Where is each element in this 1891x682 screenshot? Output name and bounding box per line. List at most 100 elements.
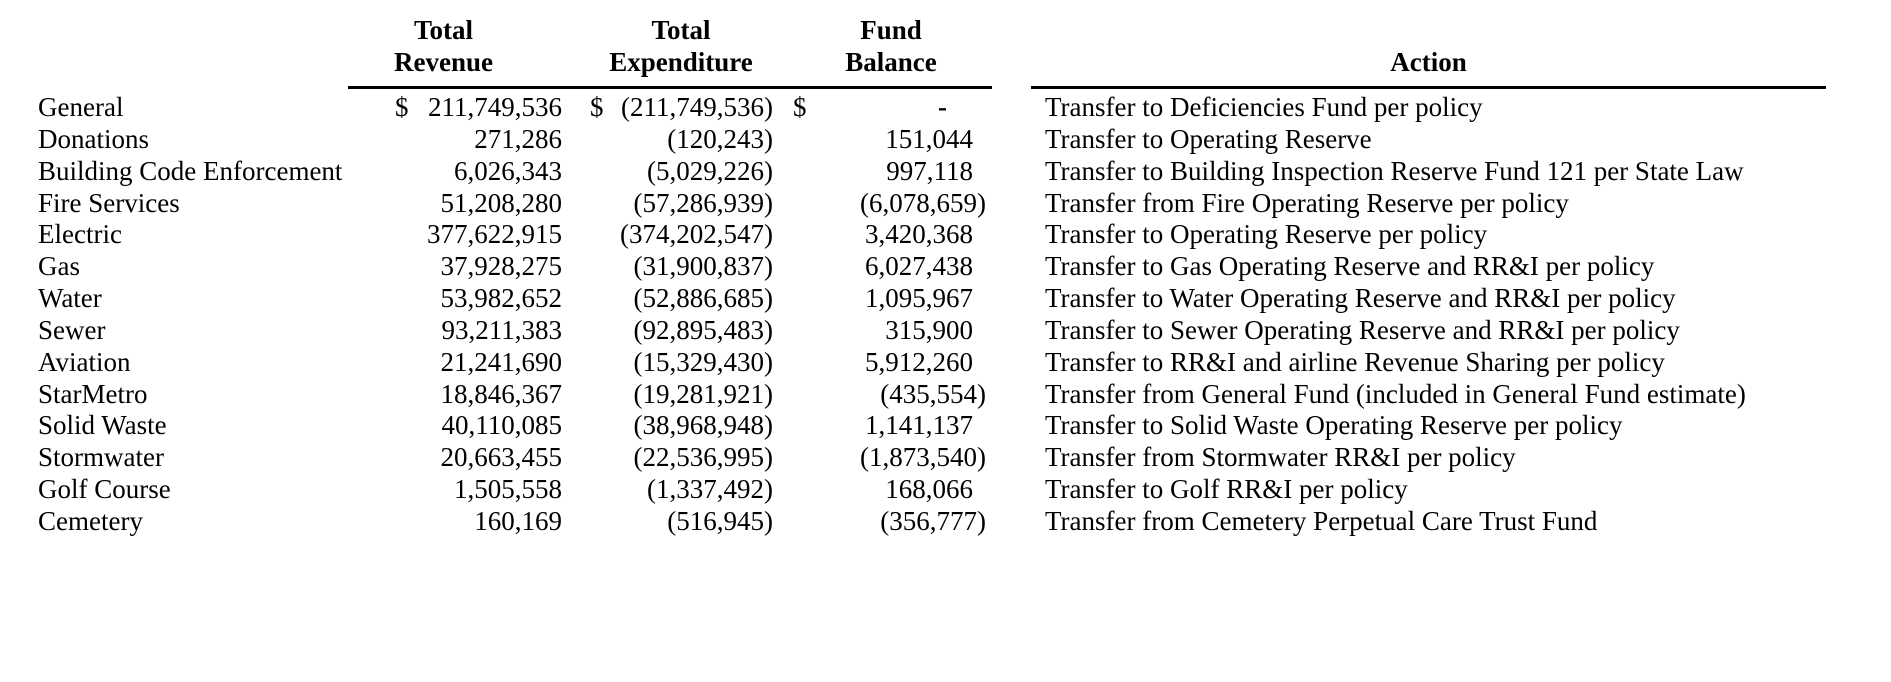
fund-balance-cell: 3,420,368 — [787, 219, 995, 251]
action-cell: Transfer to Building Inspection Reserve … — [1045, 155, 1744, 186]
total-revenue-cell: 53,982,652 — [348, 283, 575, 315]
fund-balance-cell: 1,141,137 — [787, 410, 995, 442]
column-gap — [995, 124, 1043, 156]
total-expenditure-cell: (22,536,995) — [575, 442, 787, 474]
fund-name-cell: Building Code Enforcement — [38, 155, 343, 186]
fund-balance-cell: 1,095,967 — [787, 283, 995, 315]
column-gap — [995, 474, 1043, 506]
expenditure-value: (19,281,921) — [633, 378, 773, 409]
balance-value: (1,873,540) — [860, 442, 986, 473]
fund-table-body: General $ 211,749,536 $ (211,749,536) $ … — [0, 92, 1840, 538]
currency-symbol: $ — [590, 92, 604, 122]
total-revenue-cell: 271,286 — [348, 124, 575, 156]
total-expenditure-cell: $ (211,749,536) — [575, 92, 787, 124]
column-gap — [995, 188, 1043, 220]
total-revenue-cell: 93,211,383 — [348, 315, 575, 347]
fund-balance-cell: (435,554) — [787, 379, 995, 411]
balance-value: 1,095,967 — [865, 283, 973, 314]
total-revenue-cell: 51,208,280 — [348, 188, 575, 220]
fund-name-cell: Fire Services — [38, 187, 180, 218]
revenue-value: 271,286 — [474, 123, 562, 154]
column-gap — [995, 219, 1043, 251]
action-cell: Transfer to Operating Reserve per policy — [1045, 219, 1488, 250]
action-cell: Transfer from Fire Operating Reserve per… — [1045, 187, 1569, 218]
balance-value: (435,554) — [880, 378, 986, 409]
fund-balance-cell: 5,912,260 — [787, 347, 995, 379]
balance-value: 6,027,438 — [865, 251, 973, 282]
column-header-total-expenditure: Total Expenditure — [575, 14, 787, 78]
header-underline-numeric-columns — [348, 86, 992, 89]
balance-value: 5,912,260 — [865, 346, 973, 377]
balance-value: - — [938, 92, 947, 122]
table-row: Electric 377,622,915 (374,202,547) 3,420… — [0, 219, 1840, 251]
total-expenditure-cell: (38,968,948) — [575, 410, 787, 442]
revenue-value: 40,110,085 — [441, 410, 563, 441]
header-line: Total — [651, 15, 711, 45]
table-row: Water 53,982,652 (52,886,685) 1,095,967 … — [0, 283, 1840, 315]
column-gap — [995, 251, 1043, 283]
revenue-value: 93,211,383 — [441, 314, 563, 345]
total-expenditure-cell: (374,202,547) — [575, 219, 787, 251]
total-expenditure-cell: (5,029,226) — [575, 156, 787, 188]
revenue-value: 377,622,915 — [427, 219, 562, 250]
table-row: Stormwater 20,663,455 (22,536,995) (1,87… — [0, 442, 1840, 474]
expenditure-value: (31,900,837) — [633, 251, 773, 282]
action-cell: Transfer to Sewer Operating Reserve and … — [1045, 314, 1680, 345]
balance-value: 997,118 — [886, 155, 973, 186]
revenue-value: 211,749,536 — [428, 92, 562, 122]
fund-name-cell: Electric — [38, 219, 122, 250]
currency-symbol: $ — [395, 92, 409, 122]
fund-balance-cell: 997,118 — [787, 156, 995, 188]
column-header-fund-balance: Fund Balance — [787, 14, 995, 78]
table-row: Building Code Enforcement 6,026,343 (5,0… — [0, 156, 1840, 188]
column-header-action: Action — [1031, 46, 1826, 78]
expenditure-value: (374,202,547) — [620, 219, 773, 250]
table-row: Golf Course 1,505,558 (1,337,492) 168,06… — [0, 474, 1840, 506]
total-revenue-cell: 6,026,343 — [348, 156, 575, 188]
fund-balance-cell: 315,900 — [787, 315, 995, 347]
expenditure-value: (120,243) — [667, 123, 773, 154]
total-revenue-cell: 160,169 — [348, 506, 575, 538]
expenditure-value: (211,749,536) — [621, 92, 773, 122]
fund-name-cell: Donations — [38, 123, 149, 154]
table-row: Cemetery 160,169 (516,945) (356,777) Tra… — [0, 506, 1840, 538]
total-expenditure-cell: (92,895,483) — [575, 315, 787, 347]
balance-value: (356,777) — [880, 505, 986, 536]
table-row: Sewer 93,211,383 (92,895,483) 315,900 Tr… — [0, 315, 1840, 347]
fund-name-cell: StarMetro — [38, 378, 148, 409]
total-revenue-cell: 40,110,085 — [348, 410, 575, 442]
table-row: Solid Waste 40,110,085 (38,968,948) 1,14… — [0, 410, 1840, 442]
action-cell: Transfer to Water Operating Reserve and … — [1045, 283, 1676, 314]
fund-balance-cell: (6,078,659) — [787, 188, 995, 220]
expenditure-value: (92,895,483) — [633, 314, 773, 345]
action-cell: Transfer to Gas Operating Reserve and RR… — [1045, 251, 1655, 282]
total-expenditure-cell: (15,329,430) — [575, 347, 787, 379]
table-row: Aviation 21,241,690 (15,329,430) 5,912,2… — [0, 347, 1840, 379]
fund-name-cell: General — [38, 92, 124, 122]
header-line: Revenue — [394, 47, 493, 77]
action-cell: Transfer to Operating Reserve — [1045, 123, 1372, 154]
fund-name-cell: Aviation — [38, 346, 131, 377]
column-gap — [995, 92, 1043, 124]
fund-name-cell: Solid Waste — [38, 410, 167, 441]
header-line: Expenditure — [609, 47, 753, 77]
revenue-value: 21,241,690 — [440, 346, 563, 377]
expenditure-value: (52,886,685) — [633, 283, 773, 314]
revenue-value: 37,928,275 — [440, 251, 563, 282]
column-gap — [995, 283, 1043, 315]
fund-name-cell: Water — [38, 283, 102, 314]
action-cell: Transfer from General Fund (included in … — [1045, 378, 1746, 409]
fund-balance-cell: 6,027,438 — [787, 251, 995, 283]
header-line: Balance — [845, 47, 937, 77]
revenue-value: 18,846,367 — [440, 378, 563, 409]
table-row: Donations 271,286 (120,243) 151,044 Tran… — [0, 124, 1840, 156]
total-revenue-cell: 18,846,367 — [348, 379, 575, 411]
expenditure-value: (5,029,226) — [647, 155, 773, 186]
fund-balance-cell: (1,873,540) — [787, 442, 995, 474]
total-expenditure-cell: (31,900,837) — [575, 251, 787, 283]
fund-name-cell: Cemetery — [38, 505, 143, 536]
action-cell: Transfer from Cemetery Perpetual Care Tr… — [1045, 505, 1598, 536]
total-revenue-cell: $ 211,749,536 — [348, 92, 575, 124]
column-gap — [995, 506, 1043, 538]
